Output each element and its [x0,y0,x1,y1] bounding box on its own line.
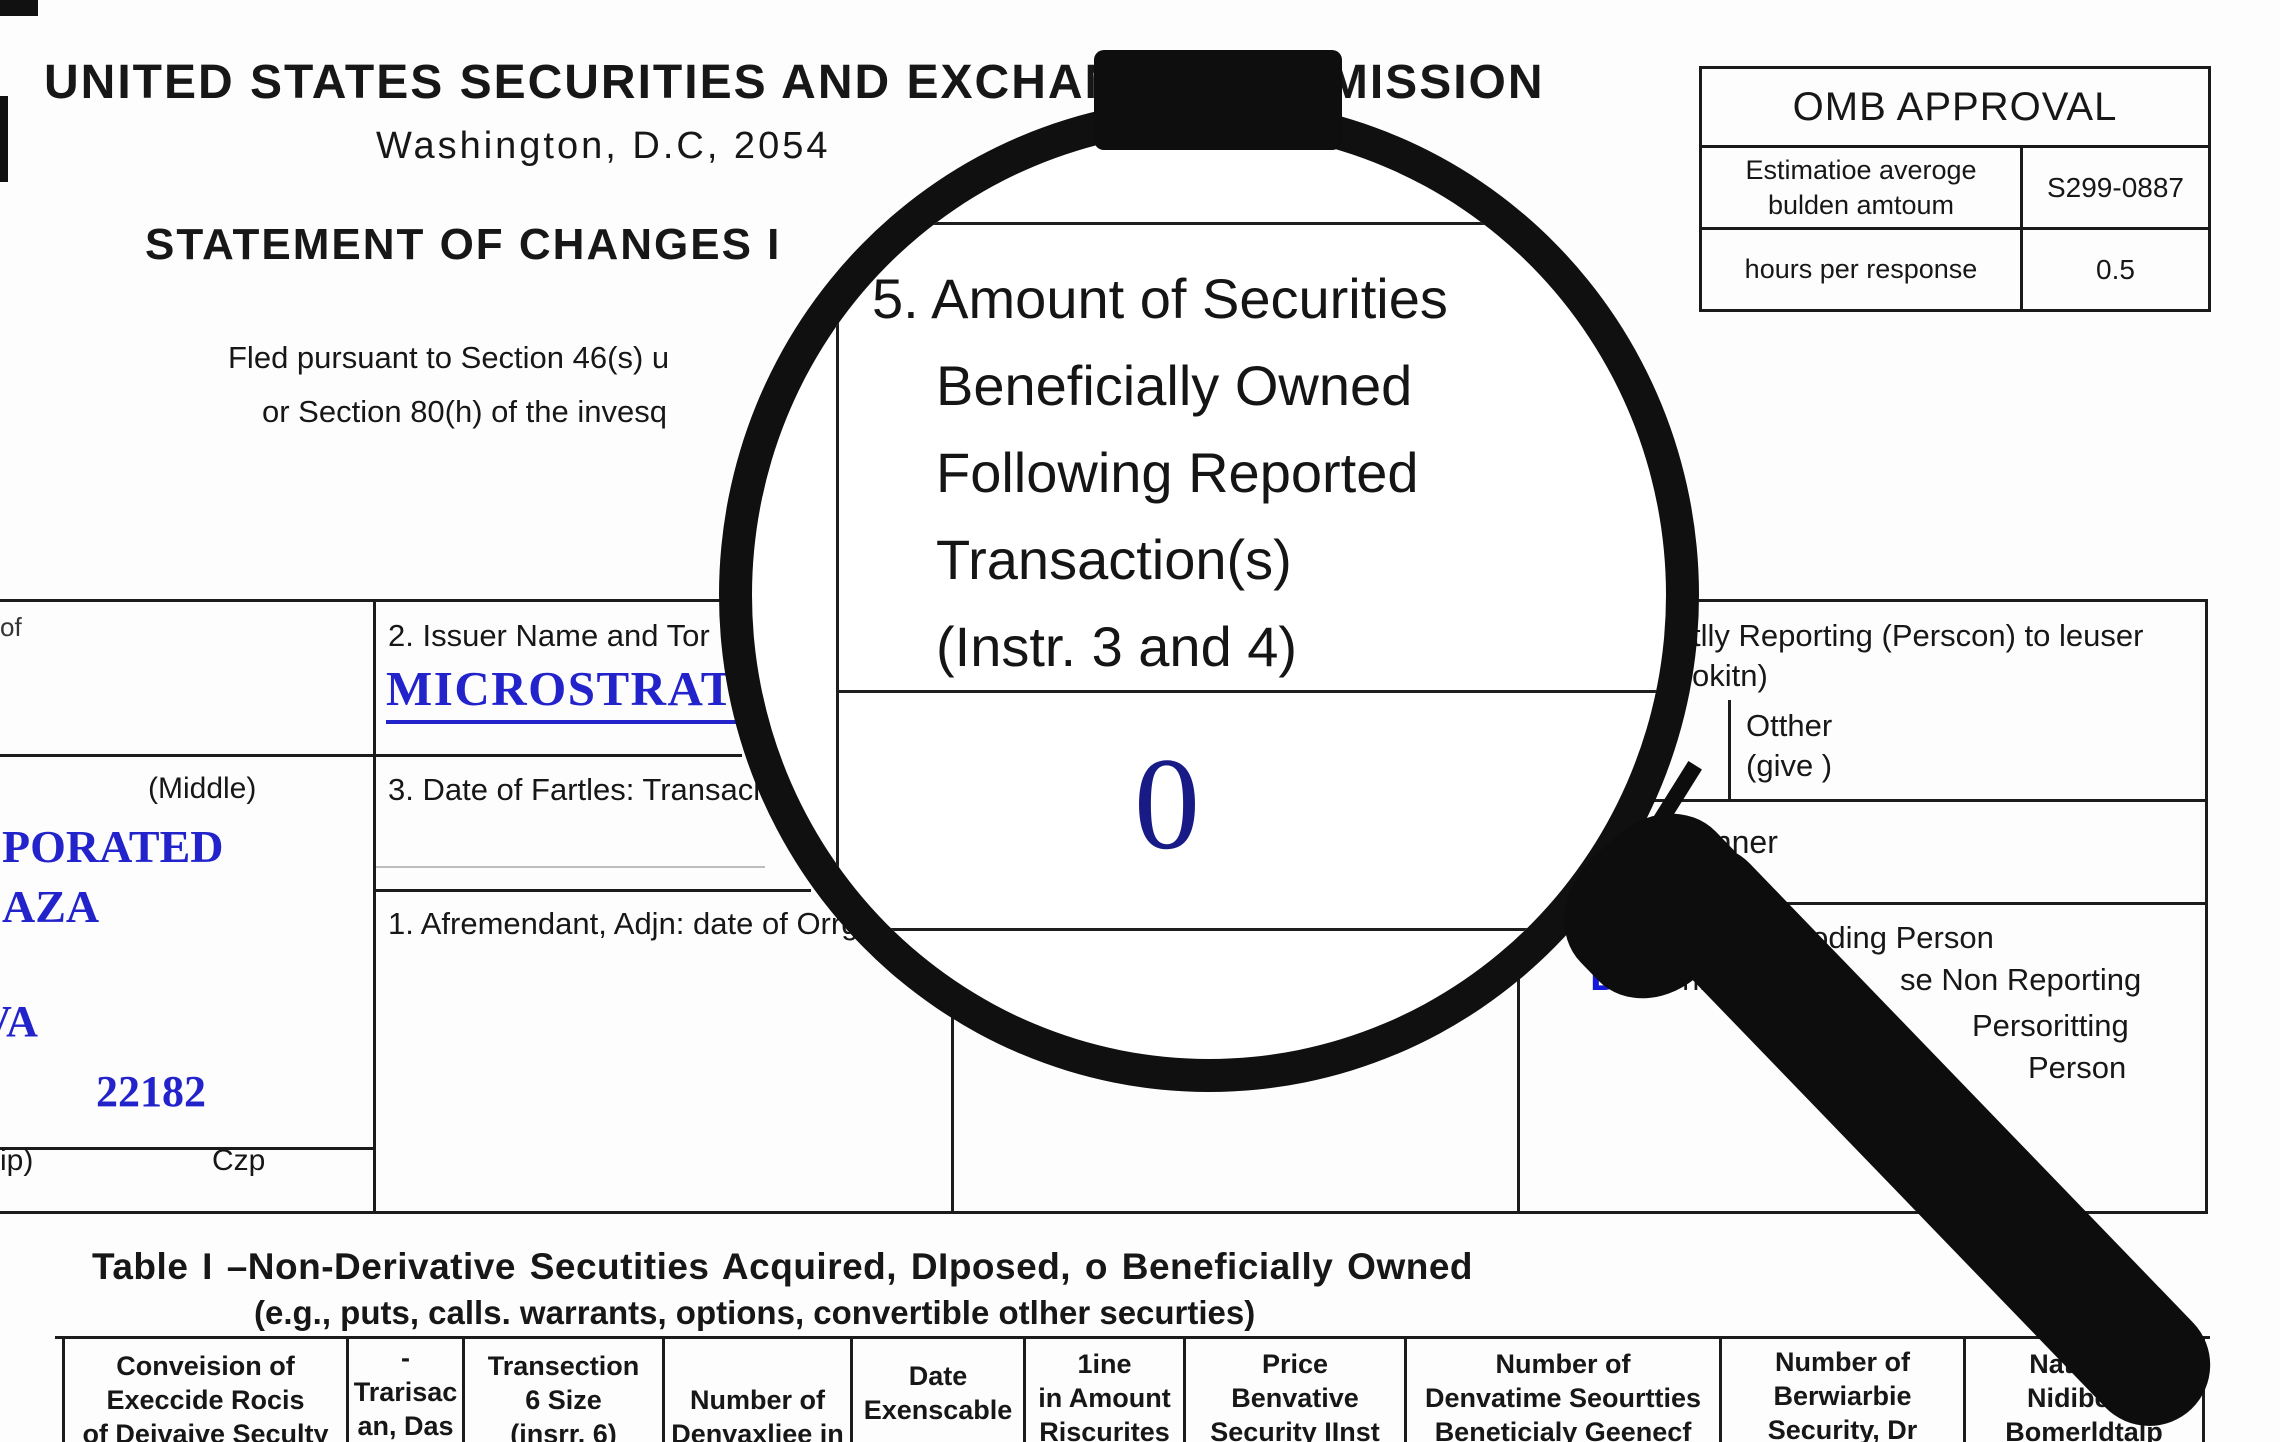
col-text: Trarisac [353,1377,458,1407]
grid-line-zip-top [0,1147,375,1150]
col-text: Berwiarbie [1773,1381,1912,1411]
table1-col-conversion: Conveision of Execcide Rocis of Deivaive… [62,1339,346,1442]
address-zip-value: 22182 [96,1067,206,1116]
col-text: 1ine [1077,1349,1132,1379]
grid-line-row1 [0,754,742,757]
address-value-line2: AZA [2,881,100,932]
table1-col-ownership-form: Number of Berwiarbie Security, Dr [1719,1339,1963,1442]
table1-col-price: Price Benvative Security IInst [1183,1339,1404,1442]
address-value-line1: PORATED [2,821,224,872]
relationship-label-line1: tlly Reporting (Perscon) to leuser [1692,618,2144,653]
zip-caption: Czp [212,1144,266,1177]
col-text: - [401,1343,410,1373]
relationship-other-sub: (give ) [1746,748,1833,783]
table1-col-amount: 1ine in Amount Riscurites [1023,1339,1183,1442]
omb-burden-label: Estimatioe averoge bulden amtoum [1702,148,2023,227]
filing-person-line3: Persoritting [1972,1008,2129,1043]
col-text: an, Das [357,1411,454,1441]
magnified-cell-left-border [836,222,839,990]
reporting-person-fragment: of [0,612,22,642]
grid-vline-mid1 [951,1008,954,1214]
col-text: Beneticialy Geenecf [1434,1417,1692,1442]
transaction-date-label: 3. Date of Fartles: Transacla [388,772,778,807]
table1-col-securities-owned: Number of Denvatime Seourtties Beneticia… [1404,1339,1719,1442]
grid-line-row2 [375,889,811,892]
zip-label-fragment: ip) [0,1144,34,1177]
magnified-field-value: 0 [1134,730,1200,877]
grid-vline-mid2 [1517,973,1520,1214]
address-state-value: VA [0,997,38,1046]
table1-col-date-exercisable: Date Exenscable [850,1339,1023,1442]
relationship-other-label: Otther [1746,708,1833,743]
scan-artifact-corner [0,0,38,16]
magnified-cell-bottom-border [836,928,1666,931]
col-text: Number of [1495,1349,1631,1379]
omb-burden-label-line1: Estimatioe averoge [1745,154,1977,185]
magnified-field-label: 5. Amount of Securities Beneficially Own… [872,255,1448,690]
col-text: Number of [690,1385,825,1415]
col-text: Benvative [1231,1383,1359,1413]
col-text: Conveision of [116,1351,295,1381]
omb-burden-value: S299-0887 [2046,171,2184,203]
col-text: of Deivaive Seculty [82,1419,329,1442]
table1-col-transaction-code: Transection 6 Size (insrr. 6) [462,1339,662,1442]
magnified-label-line4: Transaction(s) [936,528,1292,591]
omb-approval-box: OMB APPROVAL Estimatioe averoge bulden a… [1699,66,2211,312]
magnified-label-line1: 5. Amount of Securities [872,267,1448,330]
omb-burden-label-line2: bulden amtoum [1767,189,1955,220]
table1-col-transaction-date: - Trarisac an, Das [346,1339,462,1442]
omb-hours-value: 0.5 [2096,253,2135,285]
pursuant-line-1: Fled pursuant to Section 46(s) u [228,340,670,375]
grid-line-rel-row1 [1652,799,2208,802]
col-text: Date [908,1361,968,1391]
grid-vline-right-edge [2205,600,2208,1214]
table1-col-number-derivative: Number of Denvaxliee in [662,1339,850,1442]
issuer-name-link[interactable]: MICROSTRATE [386,660,770,724]
table1-title: Table I –Non-Derivative Secutities Acqui… [92,1246,1474,1287]
magnified-label-line5: (Instr. 3 and 4) [936,615,1298,678]
col-text: in Amount [1038,1383,1171,1413]
col-text: Exenscable [863,1395,1013,1425]
omb-row-burden: Estimatioe averoge bulden amtoum S299-08… [1702,148,2208,230]
filing-person-line4: Person [2028,1050,2127,1085]
grid-vline-col1 [373,600,376,1214]
grid-line-bottom [0,1211,2208,1214]
relationship-label-line2: okitn) [1692,658,1768,693]
issuer-name-label: 2. Issuer Name and Tor [388,618,710,653]
col-text: Denvatime Seourtties [1424,1383,1702,1413]
grid-vline-other-divider [1728,700,1731,800]
omb-title: OMB APPROVAL [1702,69,2208,148]
scan-artifact-left-edge [0,96,8,182]
table1-subtitle: (e.g., puts, calls. warrants, options, c… [254,1294,1256,1331]
grid-line-faint [375,866,765,868]
col-text: 6 Size [525,1385,602,1415]
magnifier-lens: 5. Amount of Securities Beneficially Own… [719,98,1699,1092]
col-text: Security, Dr [1767,1415,1918,1442]
magnified-cell-mid-border [836,690,1666,693]
col-text: (insrr. 6) [510,1419,617,1442]
filing-person-line2-right: se Non Reporting [1900,962,2142,997]
col-text: Execcide Rocis [106,1385,305,1415]
col-text: Price [1261,1349,1329,1379]
header-address: Washington, D.C, 2054 [376,125,831,167]
table1-top-border [55,1336,2210,1339]
pursuant-line-2: or Section 80(h) of the invesq [262,394,667,429]
col-text: Number of [1775,1347,1910,1377]
form-title: STATEMENT OF CHANGES I [145,220,782,269]
col-text: Transection [487,1351,640,1381]
magnifier-ring-apex-blob [1094,50,1342,150]
magnified-cell-top-border [836,222,1666,225]
amendment-date-label: 1. Afremendant, Adjn: date of Orrg [388,906,859,941]
grid-line-rel-row2 [1600,902,2208,905]
magnified-label-line2: Beneficially Owned [936,354,1413,417]
magnified-label-line3: Following Reported [936,441,1419,504]
col-text: Denvaxliee in [671,1419,844,1442]
middle-name-label: (Middle) [148,772,257,805]
omb-hours-label: hours per response [1702,230,2023,309]
col-text: Security IInst [1210,1417,1380,1442]
col-text: Riscurites [1039,1417,1170,1442]
omb-row-hours: hours per response 0.5 [1702,230,2208,309]
